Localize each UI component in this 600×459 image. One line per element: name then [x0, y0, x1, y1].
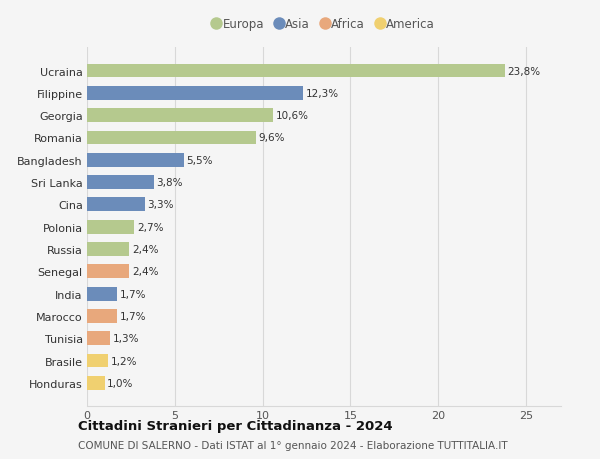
Bar — [87, 153, 184, 168]
Text: 12,3%: 12,3% — [305, 89, 338, 99]
Legend: Europa, Asia, Africa, America: Europa, Asia, Africa, America — [213, 18, 435, 31]
Bar — [87, 309, 117, 323]
Text: 1,3%: 1,3% — [112, 334, 139, 343]
Bar — [87, 376, 104, 390]
Text: 3,3%: 3,3% — [148, 200, 174, 210]
Bar — [87, 176, 154, 190]
Bar — [87, 287, 117, 301]
Text: COMUNE DI SALERNO - Dati ISTAT al 1° gennaio 2024 - Elaborazione TUTTITALIA.IT: COMUNE DI SALERNO - Dati ISTAT al 1° gen… — [78, 440, 508, 450]
Text: 1,7%: 1,7% — [119, 311, 146, 321]
Bar — [87, 64, 505, 78]
Text: 5,5%: 5,5% — [186, 156, 212, 165]
Text: 3,8%: 3,8% — [157, 178, 183, 188]
Bar — [87, 354, 108, 368]
Text: 1,2%: 1,2% — [110, 356, 137, 366]
Bar — [87, 242, 129, 257]
Bar — [87, 265, 129, 279]
Bar — [87, 87, 303, 101]
Text: 2,4%: 2,4% — [132, 245, 158, 254]
Text: 23,8%: 23,8% — [508, 67, 541, 76]
Bar — [87, 220, 134, 234]
Text: 9,6%: 9,6% — [258, 133, 284, 143]
Bar — [87, 131, 256, 145]
Bar — [87, 331, 110, 346]
Text: Cittadini Stranieri per Cittadinanza - 2024: Cittadini Stranieri per Cittadinanza - 2… — [78, 420, 392, 432]
Bar — [87, 109, 273, 123]
Bar — [87, 198, 145, 212]
Text: 2,4%: 2,4% — [132, 267, 158, 277]
Text: 10,6%: 10,6% — [276, 111, 309, 121]
Text: 2,7%: 2,7% — [137, 222, 164, 232]
Text: 1,7%: 1,7% — [119, 289, 146, 299]
Text: 1,0%: 1,0% — [107, 378, 134, 388]
